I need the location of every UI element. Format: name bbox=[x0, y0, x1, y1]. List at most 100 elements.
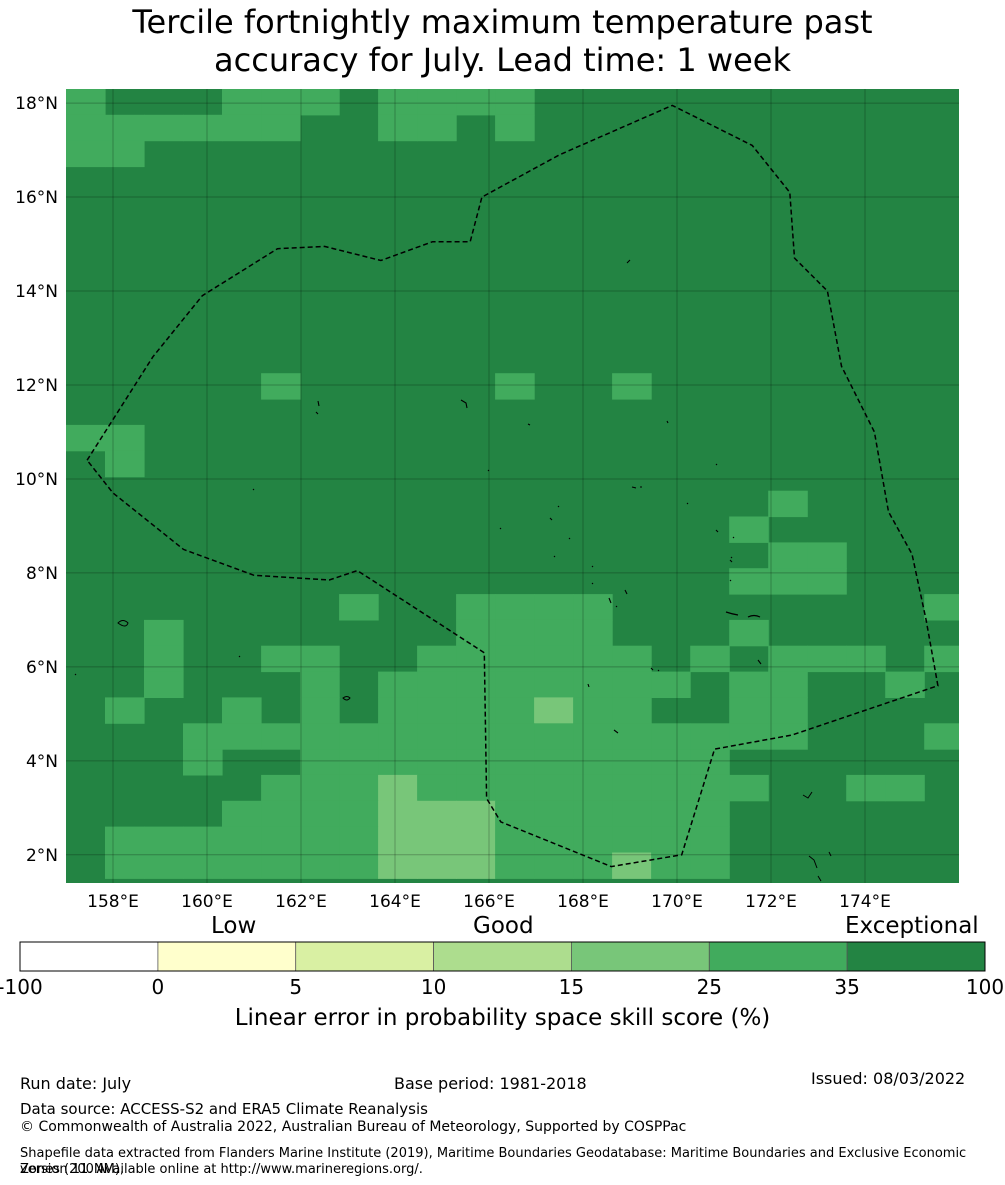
grid-cell bbox=[300, 671, 340, 698]
grid-cell bbox=[456, 671, 496, 698]
grid-cell bbox=[261, 774, 301, 802]
grid-cell bbox=[417, 800, 457, 828]
grid-cell bbox=[495, 723, 535, 750]
grid-cell bbox=[885, 774, 925, 802]
grid-cell bbox=[378, 800, 418, 828]
latitude-tick-label: 4°N bbox=[26, 752, 58, 772]
grid-cell bbox=[729, 568, 769, 595]
grid-cell bbox=[690, 723, 730, 750]
grid-cell bbox=[807, 542, 847, 569]
longitude-tick-label: 172°E bbox=[745, 892, 797, 912]
grid-cell bbox=[456, 89, 496, 116]
grid-cell bbox=[690, 645, 730, 673]
grid-cell bbox=[690, 800, 730, 828]
longitude-tick-label: 162°E bbox=[275, 892, 327, 912]
grid-cell bbox=[534, 852, 574, 879]
colorbar bbox=[19, 941, 986, 972]
grid-cell bbox=[339, 852, 379, 879]
grid-cell bbox=[612, 373, 652, 400]
grid-cell bbox=[417, 645, 457, 673]
grid-cell bbox=[144, 852, 184, 879]
grid-cell bbox=[495, 671, 535, 698]
grid-cell bbox=[339, 723, 379, 750]
grid-cell bbox=[456, 749, 496, 776]
grid-cell bbox=[222, 800, 262, 828]
grid-cell bbox=[612, 826, 652, 853]
grid-cell bbox=[573, 800, 613, 828]
shapefile-credit-line-2: version 11. Available online at http://w… bbox=[20, 1162, 423, 1177]
grid-cell bbox=[144, 826, 184, 853]
grid-cell bbox=[573, 594, 613, 621]
grid-cell bbox=[612, 723, 652, 750]
colorbar-label-exceptional: Exceptional bbox=[845, 913, 979, 939]
grid-cell bbox=[456, 645, 496, 673]
grid-cell bbox=[261, 373, 301, 400]
grid-cell bbox=[729, 774, 769, 802]
longitude-tick-label: 164°E bbox=[369, 892, 421, 912]
grid-cell bbox=[495, 89, 535, 116]
grid-cell bbox=[339, 594, 379, 621]
grid-cell bbox=[690, 774, 730, 802]
eez-boundary bbox=[86, 104, 939, 868]
colorbar-segment bbox=[295, 941, 435, 972]
grid-cell bbox=[105, 826, 145, 853]
grid-cell bbox=[417, 749, 457, 776]
grid-cell bbox=[222, 723, 262, 750]
longitude-tick-label: 168°E bbox=[557, 892, 609, 912]
grid-cell bbox=[261, 723, 301, 750]
grid-cell bbox=[495, 800, 535, 828]
grid-cell bbox=[300, 697, 340, 724]
grid-cell bbox=[144, 114, 184, 142]
colorbar-tick-label: 0 bbox=[151, 975, 165, 999]
latitude-tick-label: 2°N bbox=[26, 846, 58, 866]
latitude-tick-label: 14°N bbox=[15, 282, 58, 302]
grid-cell bbox=[729, 697, 769, 724]
grid-cell bbox=[573, 774, 613, 802]
grid-cell bbox=[144, 645, 184, 673]
grid-cell bbox=[534, 723, 574, 750]
grid-cell bbox=[456, 800, 496, 828]
grid-cell bbox=[378, 749, 418, 776]
grid-cell bbox=[339, 800, 379, 828]
grid-cell bbox=[378, 852, 418, 879]
grid-cell bbox=[612, 749, 652, 776]
grid-cell bbox=[378, 89, 418, 116]
grid-cell bbox=[339, 826, 379, 853]
grid-cell bbox=[807, 645, 847, 673]
grid-cell bbox=[690, 852, 730, 879]
base-period: Base period: 1981-2018 bbox=[394, 1074, 587, 1093]
grid-cell bbox=[885, 671, 925, 698]
grid-cell bbox=[612, 671, 652, 698]
grid-cell bbox=[534, 774, 574, 802]
grid-cell bbox=[378, 826, 418, 853]
grid-cell bbox=[573, 645, 613, 673]
longitude-tick-label: 160°E bbox=[181, 892, 233, 912]
colorbar-tick-label: 100 bbox=[965, 975, 1005, 999]
latitude-tick-label: 18°N bbox=[15, 94, 58, 114]
grid-cell bbox=[534, 619, 574, 647]
grid-cell bbox=[417, 774, 457, 802]
grid-cell bbox=[612, 800, 652, 828]
grid-cell bbox=[456, 723, 496, 750]
grid-cell bbox=[495, 697, 535, 724]
grid-cell bbox=[612, 774, 652, 802]
latitude-tick-label: 16°N bbox=[15, 188, 58, 208]
grid-cell bbox=[417, 89, 457, 116]
grid-cell bbox=[222, 697, 262, 724]
grid-cell bbox=[573, 671, 613, 698]
map-title-line-2: accuracy for July. Lead time: 1 week bbox=[214, 41, 791, 79]
grid-cell bbox=[66, 89, 106, 116]
grid-cell bbox=[417, 852, 457, 879]
grid-cell bbox=[573, 826, 613, 853]
skill-score-map: 158°E 160°E 162°E 164°E 166°E 168°E 170°E 172°E… bbox=[15, 89, 959, 912]
grid-cell bbox=[417, 826, 457, 853]
run-date: Run date: July bbox=[20, 1074, 132, 1093]
longitude-tick-label: 170°E bbox=[651, 892, 703, 912]
issued-date: Issued: 08/03/2022 bbox=[811, 1069, 966, 1088]
colorbar-segment bbox=[846, 941, 986, 972]
grid-cell bbox=[573, 749, 613, 776]
grid-cell bbox=[417, 697, 457, 724]
island-outlines bbox=[74, 259, 832, 882]
grid-cell bbox=[300, 826, 340, 853]
grid-cell bbox=[495, 774, 535, 802]
